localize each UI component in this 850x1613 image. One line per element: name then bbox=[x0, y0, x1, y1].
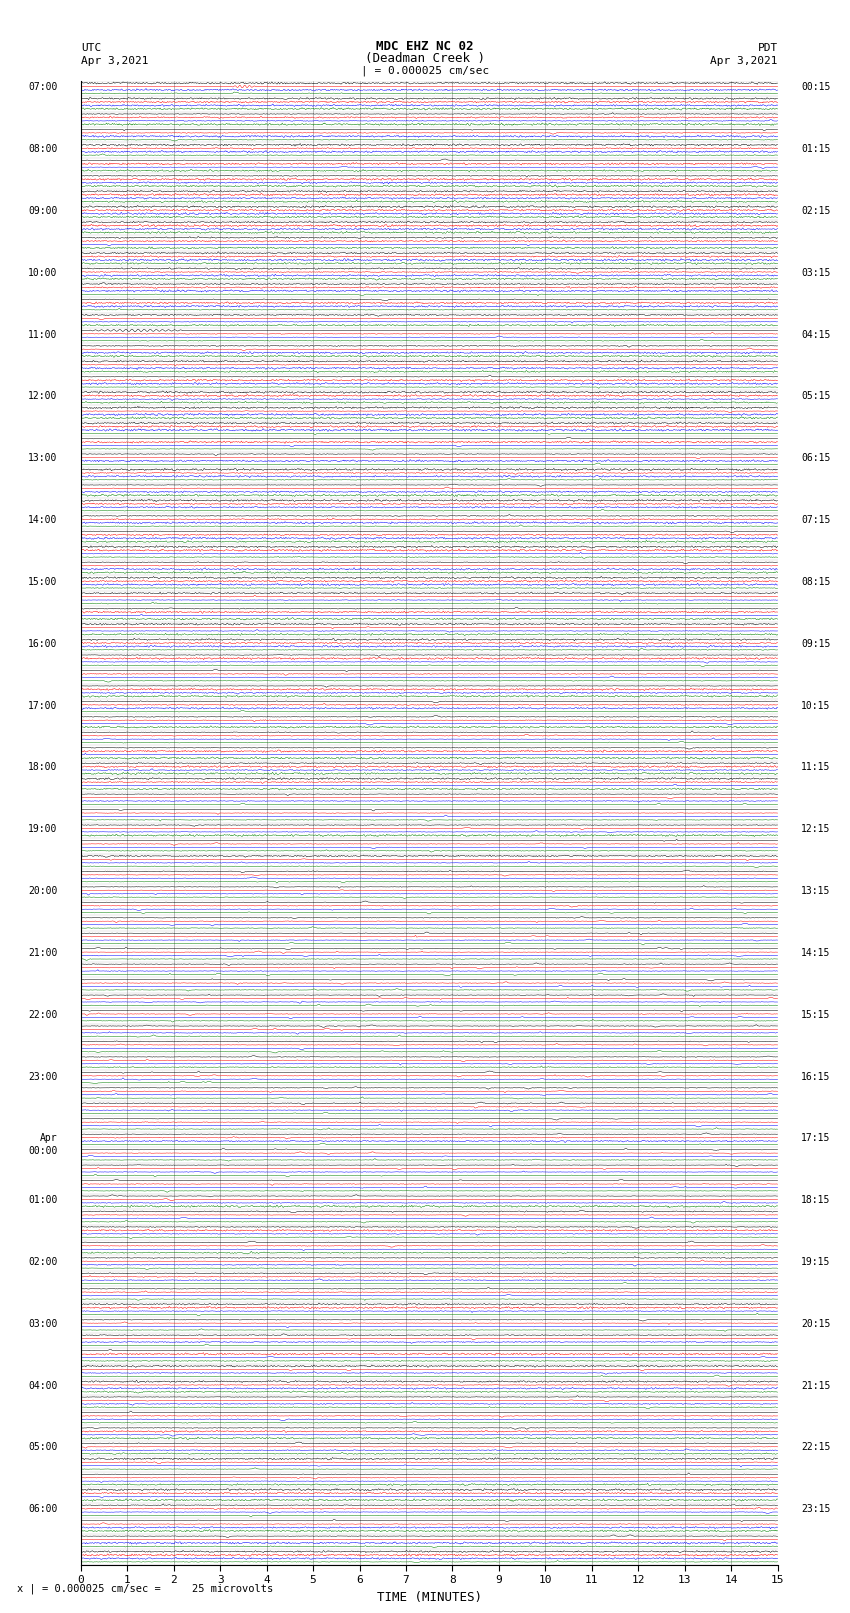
Text: UTC: UTC bbox=[81, 44, 101, 53]
Text: 08:15: 08:15 bbox=[801, 577, 830, 587]
Text: 00:15: 00:15 bbox=[801, 82, 830, 92]
Text: 09:00: 09:00 bbox=[28, 206, 58, 216]
Text: Apr 3,2021: Apr 3,2021 bbox=[81, 56, 148, 66]
Text: 02:00: 02:00 bbox=[28, 1257, 58, 1266]
Text: 19:15: 19:15 bbox=[801, 1257, 830, 1266]
Text: 19:00: 19:00 bbox=[28, 824, 58, 834]
Text: 16:00: 16:00 bbox=[28, 639, 58, 648]
Text: 17:00: 17:00 bbox=[28, 700, 58, 710]
Text: PDT: PDT bbox=[757, 44, 778, 53]
Text: Apr: Apr bbox=[40, 1134, 58, 1144]
Text: 21:00: 21:00 bbox=[28, 948, 58, 958]
Text: 18:00: 18:00 bbox=[28, 763, 58, 773]
Text: 04:15: 04:15 bbox=[801, 329, 830, 339]
Text: (Deadman Creek ): (Deadman Creek ) bbox=[365, 52, 485, 65]
Text: 20:15: 20:15 bbox=[801, 1319, 830, 1329]
Text: 07:00: 07:00 bbox=[28, 82, 58, 92]
Text: 07:15: 07:15 bbox=[801, 515, 830, 524]
Text: 17:15: 17:15 bbox=[801, 1134, 830, 1144]
Text: 11:00: 11:00 bbox=[28, 329, 58, 339]
Text: x | = 0.000025 cm/sec =     25 microvolts: x | = 0.000025 cm/sec = 25 microvolts bbox=[17, 1582, 273, 1594]
Text: 23:00: 23:00 bbox=[28, 1071, 58, 1081]
Text: 14:00: 14:00 bbox=[28, 515, 58, 524]
Text: 01:15: 01:15 bbox=[801, 144, 830, 153]
Text: 01:00: 01:00 bbox=[28, 1195, 58, 1205]
Text: 10:00: 10:00 bbox=[28, 268, 58, 277]
Text: 21:15: 21:15 bbox=[801, 1381, 830, 1390]
Text: 12:15: 12:15 bbox=[801, 824, 830, 834]
Text: 14:15: 14:15 bbox=[801, 948, 830, 958]
Text: 03:00: 03:00 bbox=[28, 1319, 58, 1329]
Text: 09:15: 09:15 bbox=[801, 639, 830, 648]
Text: 22:00: 22:00 bbox=[28, 1010, 58, 1019]
Text: 20:00: 20:00 bbox=[28, 886, 58, 895]
Text: 13:15: 13:15 bbox=[801, 886, 830, 895]
Text: 22:15: 22:15 bbox=[801, 1442, 830, 1452]
Text: | = 0.000025 cm/sec: | = 0.000025 cm/sec bbox=[361, 65, 489, 76]
Text: 15:15: 15:15 bbox=[801, 1010, 830, 1019]
Text: 02:15: 02:15 bbox=[801, 206, 830, 216]
Text: 12:00: 12:00 bbox=[28, 392, 58, 402]
Text: 18:15: 18:15 bbox=[801, 1195, 830, 1205]
X-axis label: TIME (MINUTES): TIME (MINUTES) bbox=[377, 1590, 482, 1603]
Text: 06:15: 06:15 bbox=[801, 453, 830, 463]
Text: 16:15: 16:15 bbox=[801, 1071, 830, 1081]
Text: 00:00: 00:00 bbox=[28, 1145, 58, 1155]
Text: 13:00: 13:00 bbox=[28, 453, 58, 463]
Text: 04:00: 04:00 bbox=[28, 1381, 58, 1390]
Text: 05:00: 05:00 bbox=[28, 1442, 58, 1452]
Text: 06:00: 06:00 bbox=[28, 1505, 58, 1515]
Text: MDC EHZ NC 02: MDC EHZ NC 02 bbox=[377, 40, 473, 53]
Text: 11:15: 11:15 bbox=[801, 763, 830, 773]
Text: 03:15: 03:15 bbox=[801, 268, 830, 277]
Text: Apr 3,2021: Apr 3,2021 bbox=[711, 56, 778, 66]
Text: 10:15: 10:15 bbox=[801, 700, 830, 710]
Text: 05:15: 05:15 bbox=[801, 392, 830, 402]
Text: 15:00: 15:00 bbox=[28, 577, 58, 587]
Text: 08:00: 08:00 bbox=[28, 144, 58, 153]
Text: 23:15: 23:15 bbox=[801, 1505, 830, 1515]
